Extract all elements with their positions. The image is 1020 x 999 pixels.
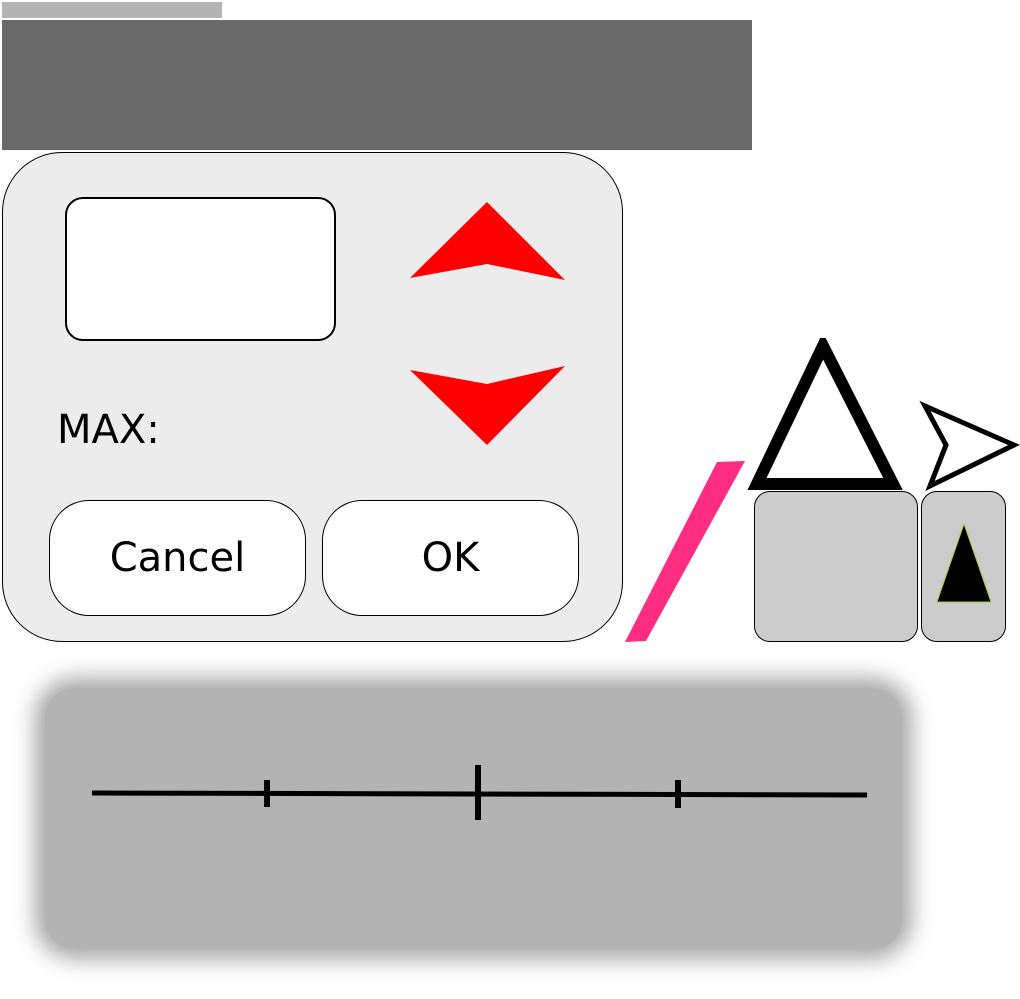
max-label: MAX: bbox=[57, 407, 160, 453]
top-strip bbox=[2, 2, 222, 18]
warning-triangle-icon bbox=[747, 338, 903, 490]
value-field[interactable] bbox=[65, 197, 336, 341]
triangle-up-icon bbox=[936, 522, 992, 603]
pink-slash-shape bbox=[625, 461, 745, 642]
slider-panel bbox=[45, 688, 902, 949]
arrow-right-icon[interactable] bbox=[918, 400, 1020, 492]
gray-tile bbox=[754, 491, 918, 642]
ok-button[interactable]: OK bbox=[322, 500, 579, 616]
slider-track[interactable] bbox=[80, 760, 880, 830]
spin-down-icon[interactable] bbox=[408, 364, 568, 448]
cancel-button[interactable]: Cancel bbox=[49, 500, 306, 616]
spin-up-icon[interactable] bbox=[408, 200, 568, 284]
header-bar bbox=[2, 20, 752, 150]
